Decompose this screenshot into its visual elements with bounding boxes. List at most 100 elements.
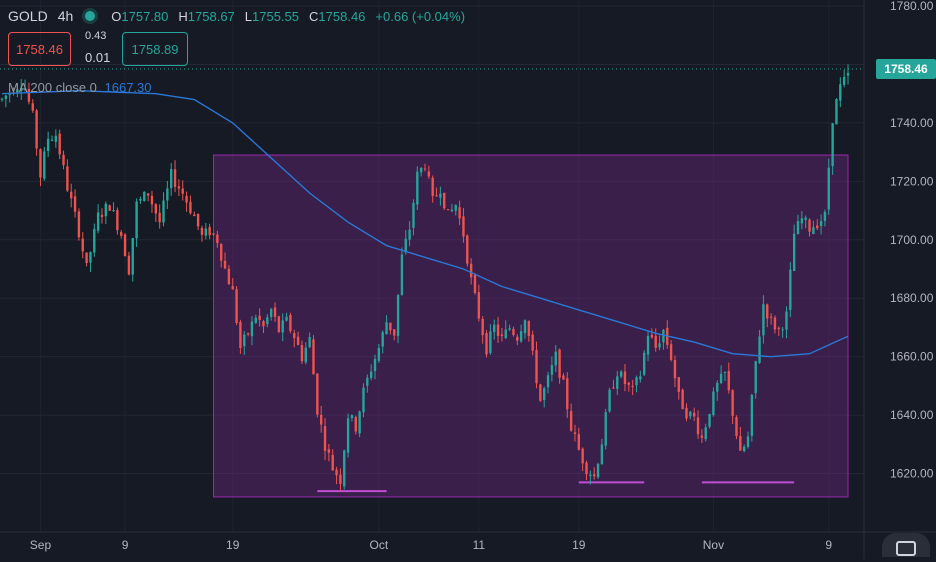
candles: [0, 64, 850, 491]
candle-body: [789, 269, 792, 310]
candle-body: [754, 361, 757, 394]
candle-body: [0, 98, 4, 100]
candle-body: [419, 167, 423, 173]
candle-body: [4, 95, 8, 99]
candle-body: [439, 193, 442, 198]
candle-body: [835, 99, 838, 125]
candle-body: [604, 412, 607, 446]
candle-body: [81, 238, 84, 252]
candle-body: [750, 394, 754, 436]
x-tick-label: Sep: [30, 538, 52, 552]
candle-body: [243, 334, 246, 347]
candle-body: [681, 389, 684, 410]
x-tick-label: Nov: [703, 538, 724, 552]
high-value: 1758.67: [187, 8, 235, 24]
last-price-label: 1758.46: [884, 62, 928, 76]
candle-body: [343, 450, 346, 487]
candle-body: [335, 469, 338, 476]
candle-body: [712, 391, 715, 416]
candle-body: [312, 339, 315, 375]
candle-body: [189, 201, 192, 214]
candle-body: [77, 211, 81, 238]
candle-body: [708, 413, 711, 427]
candle-body: [200, 227, 204, 235]
high-key: H: [178, 8, 188, 24]
candle-body: [446, 209, 450, 211]
candle-body: [43, 151, 46, 179]
candle-body: [569, 411, 573, 431]
candle-body: [581, 448, 584, 464]
indicator-legend[interactable]: MA 200 close 0 1667.30: [8, 80, 152, 95]
candle-body: [631, 385, 634, 387]
candle-body: [235, 289, 238, 324]
candle-body: [766, 304, 769, 319]
candle-body: [173, 169, 177, 187]
buy-button[interactable]: 1758.89: [122, 32, 188, 66]
candle-body: [812, 227, 815, 235]
candle-body: [358, 411, 361, 434]
candle-body: [120, 232, 123, 236]
candle-body: [154, 204, 158, 214]
close-value: 1758.46: [318, 8, 366, 24]
candle-body: [331, 454, 334, 471]
candle-body: [685, 407, 688, 419]
candle-body: [531, 334, 534, 351]
y-tick-label: 1660.00: [890, 350, 934, 364]
y-tick-label: 1680.00: [890, 291, 934, 305]
candle-body: [689, 411, 692, 417]
candle-body: [208, 227, 211, 236]
candle-body: [554, 351, 557, 366]
candle-body: [700, 435, 704, 438]
x-tick-label: 9: [825, 538, 832, 552]
candle-body: [123, 234, 127, 257]
candle-body: [650, 334, 654, 338]
spread-value: 0.43: [85, 30, 107, 42]
candle-body: [70, 191, 73, 199]
candle-body: [677, 377, 680, 392]
candle-body: [519, 331, 523, 342]
candle-body: [285, 316, 288, 321]
candle-body: [31, 103, 34, 111]
candle-body: [54, 135, 58, 142]
low-value: 1755.55: [252, 8, 300, 24]
candle-body: [296, 336, 300, 345]
symbol-name[interactable]: GOLD: [8, 8, 48, 24]
candle-body: [181, 188, 184, 194]
candle-body: [258, 315, 261, 321]
candle-body: [319, 414, 323, 425]
chart-menu-button[interactable]: [882, 533, 930, 557]
candle-body: [785, 311, 788, 330]
candle-body: [216, 234, 219, 244]
candle-body: [27, 88, 31, 102]
candle-body: [827, 167, 830, 210]
candle-body: [504, 329, 507, 339]
candle-body: [193, 214, 196, 217]
indicator-value: 1667.30: [104, 80, 152, 95]
candle-body: [350, 415, 354, 419]
candle-body: [585, 462, 588, 475]
candle-body: [269, 309, 273, 317]
timeframe-label[interactable]: 4h: [57, 8, 74, 24]
candle-body: [246, 333, 250, 335]
candle-body: [500, 334, 504, 336]
candle-body: [166, 188, 169, 201]
range-box: [213, 154, 849, 498]
candle-body: [792, 233, 796, 271]
candle-body: [635, 377, 638, 386]
candle-body: [600, 444, 604, 465]
candle-body: [316, 373, 319, 415]
candle-body: [93, 229, 96, 253]
candle-body: [535, 350, 538, 384]
candle-body: [466, 235, 469, 264]
candle-body: [369, 371, 373, 378]
candle-body: [266, 317, 269, 325]
screenshot-icon: [896, 541, 916, 556]
candle-body: [73, 196, 77, 212]
candle-body: [393, 329, 396, 336]
candle-body: [408, 229, 411, 240]
sell-button[interactable]: 1758.46: [8, 32, 71, 66]
candle-body: [300, 345, 304, 362]
candle-body: [816, 225, 819, 229]
